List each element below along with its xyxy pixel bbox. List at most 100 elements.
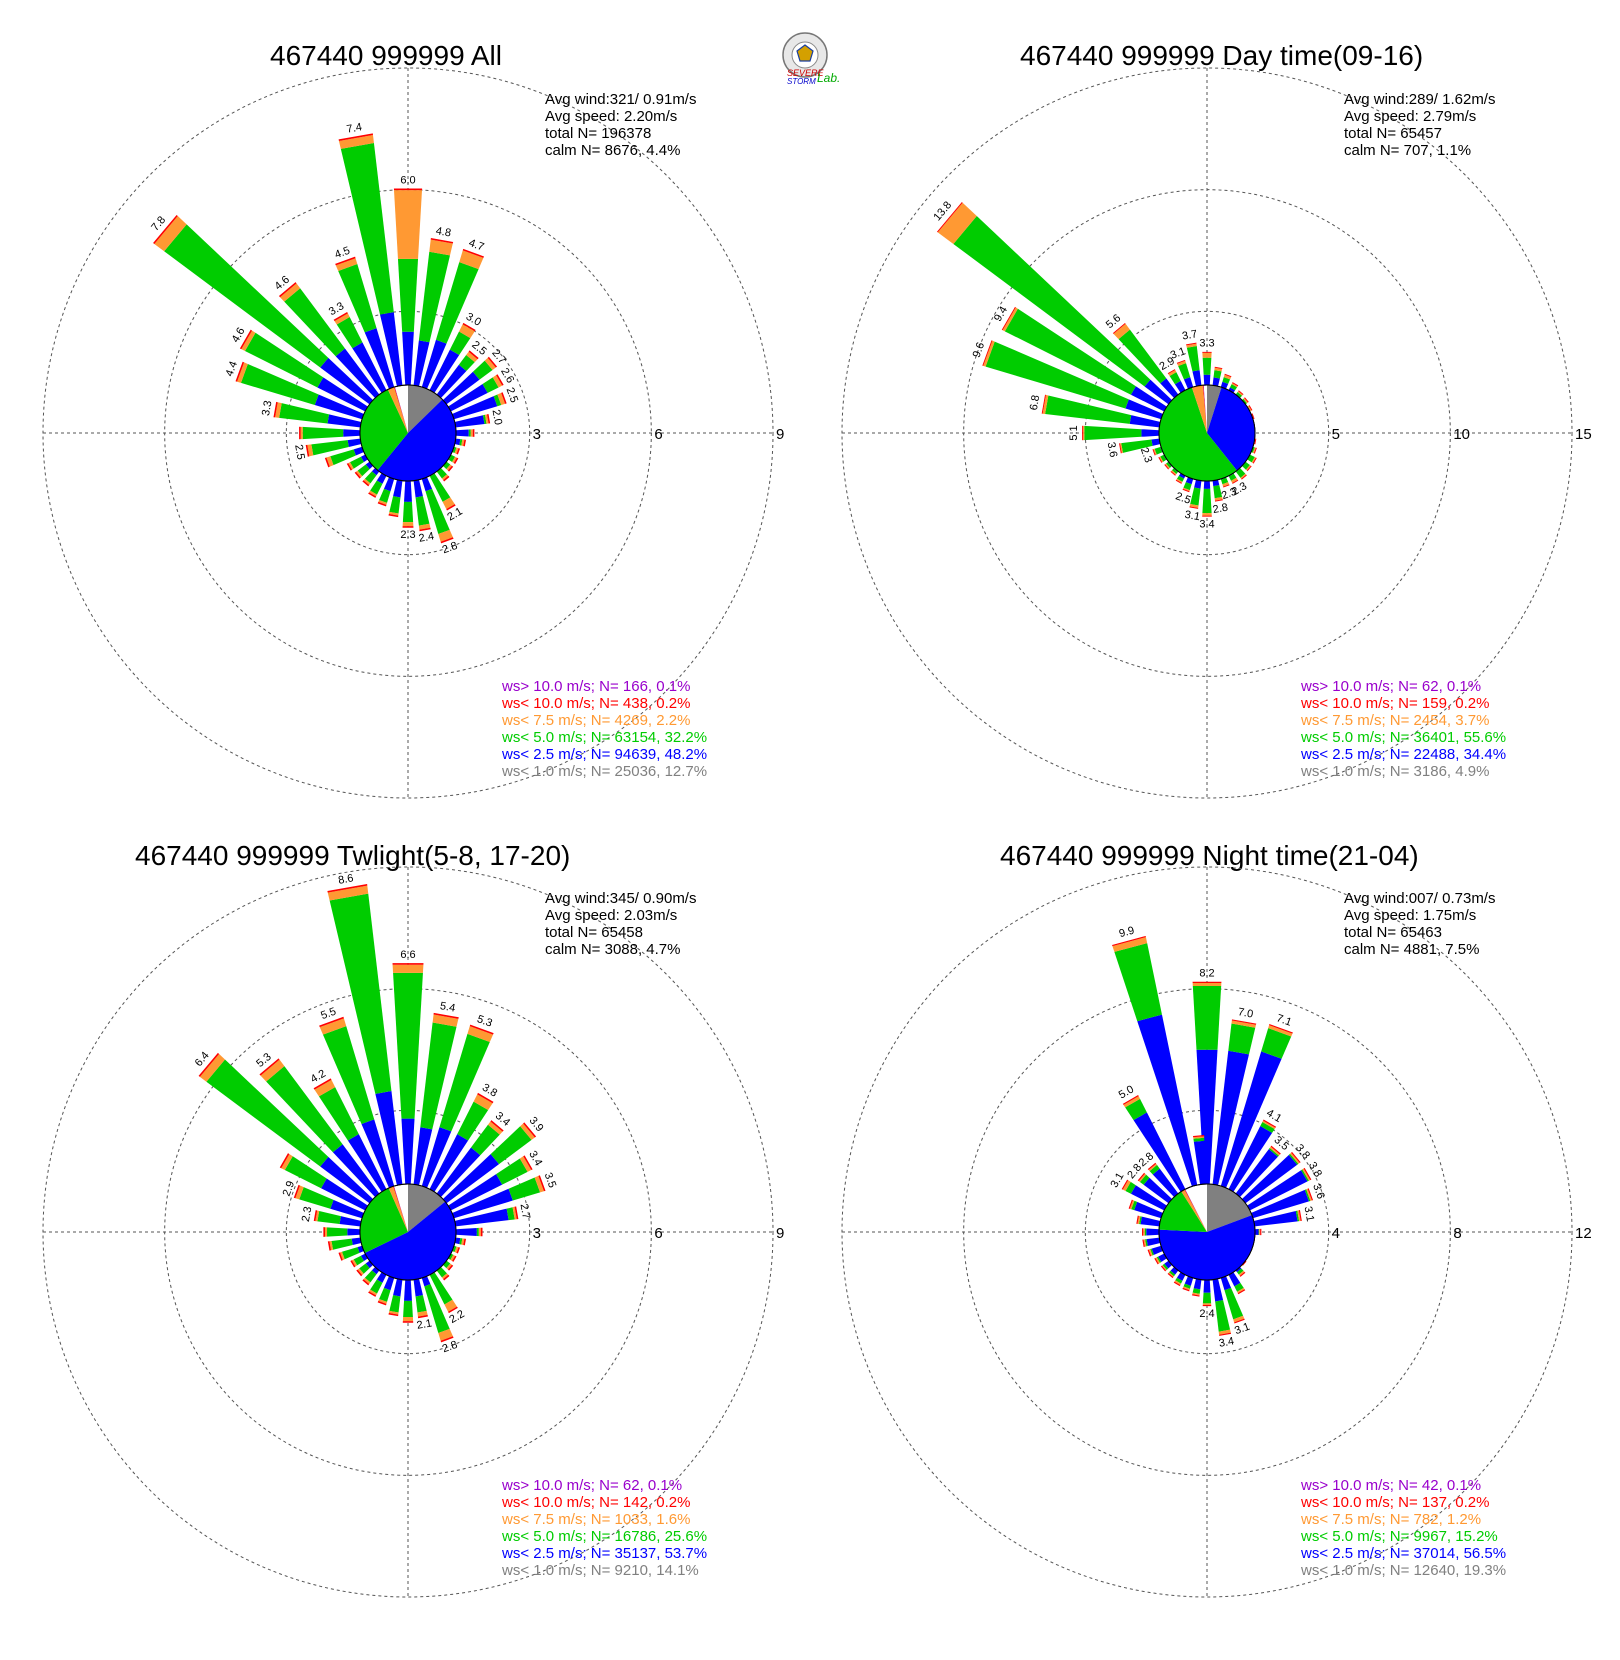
bar-segment-orange xyxy=(1259,1228,1261,1236)
bar-segment-orange xyxy=(1306,1188,1312,1201)
legend-entry: ws< 5.0 m/s; N= 9967, 15.2% xyxy=(1300,1528,1498,1545)
bar-segment-orange xyxy=(1214,496,1223,501)
bar-segment-green xyxy=(435,262,479,344)
bar-segment-red xyxy=(490,1120,504,1132)
bar-segment-blue xyxy=(1211,1050,1249,1191)
bar-segment-red xyxy=(446,504,456,511)
bar-segment-blue xyxy=(1211,1273,1224,1302)
legend-entry: ws< 7.5 m/s; N= 1033, 1.6% xyxy=(501,1511,690,1528)
bar-segment-orange xyxy=(1174,1280,1182,1285)
bar-segment-orange xyxy=(388,1310,399,1315)
bar-segment-orange xyxy=(1186,343,1197,348)
bar-segment-blue xyxy=(1193,1140,1206,1190)
bar-segment-green xyxy=(364,471,377,484)
bar-segment-red xyxy=(440,1336,454,1343)
bar-segment-green xyxy=(496,1158,528,1185)
ring-12 xyxy=(841,866,1573,1598)
bar-segment-red xyxy=(1246,465,1252,472)
legend-entry: ws< 7.5 m/s; N= 782, 1.2% xyxy=(1300,1511,1481,1528)
bar-segment-green xyxy=(1131,1200,1138,1211)
bar-segment-green xyxy=(357,464,370,477)
bar-segment-orange xyxy=(1240,473,1247,479)
bar-segment-red xyxy=(153,214,178,244)
bar-segment-green xyxy=(1258,1228,1260,1236)
bar-segment-orange xyxy=(1112,937,1148,952)
bar-segment-orange xyxy=(432,1014,459,1027)
bar-segment-blue xyxy=(320,1156,385,1213)
bar-segment-orange xyxy=(484,414,489,424)
bar-segment-orange xyxy=(1231,477,1238,483)
stats-line: calm N= 4881, 7.5% xyxy=(1344,941,1480,958)
panel-title: 467440 999999 Twlight(5-8, 17-20) xyxy=(135,840,570,871)
bar-segment-red xyxy=(1224,373,1232,378)
bar-segment-orange xyxy=(324,1227,328,1237)
ring-5 xyxy=(1084,310,1330,556)
bar-segment-green xyxy=(379,1287,391,1302)
legend-entry: ws< 5.0 m/s; N= 16786, 25.6% xyxy=(501,1528,707,1545)
bar-segment-red xyxy=(319,1016,344,1028)
ring-10 xyxy=(963,189,1451,677)
logo-text-storm: STORM xyxy=(787,77,816,86)
bar-dir-310 xyxy=(936,202,1207,433)
legend-entry: ws> 10.0 m/s; N= 62, 0.1% xyxy=(1300,678,1481,695)
bar-segment-red xyxy=(523,1155,533,1171)
bar-segment-orange xyxy=(1168,369,1177,377)
ring-tick-label: 4 xyxy=(1332,1225,1340,1242)
bar-segment-red xyxy=(1254,438,1257,445)
legend-entry: ws< 1.0 m/s; N= 12640, 19.3% xyxy=(1300,1562,1506,1579)
bar-segment-green xyxy=(1234,1282,1244,1292)
bar-segment-orange xyxy=(1143,1228,1145,1236)
bar-segment-red xyxy=(463,439,467,447)
bar-segment-orange xyxy=(441,1273,449,1280)
bar-segment-orange xyxy=(1083,425,1085,441)
bar-segment-green xyxy=(482,377,499,393)
bar-segment-red xyxy=(430,238,454,244)
bar-segment-orange xyxy=(1202,1303,1212,1305)
bar-segment-blue xyxy=(418,339,447,400)
bar-segment-green xyxy=(1241,398,1247,405)
bar-value-label: 3.7 xyxy=(1181,328,1198,342)
bar-value-label: 2.4 xyxy=(1199,1308,1214,1320)
bar-segment-red xyxy=(1239,1271,1246,1277)
bar-segment-orange xyxy=(327,885,369,901)
bar-segment-orange xyxy=(300,426,303,440)
bar-segment-orange xyxy=(1231,383,1238,388)
bar-segment-red xyxy=(1170,471,1176,476)
stats-line: Avg speed: 2.79m/s xyxy=(1344,108,1476,125)
bar-segment-orange xyxy=(334,313,350,325)
bar-segment-orange xyxy=(1247,405,1252,412)
ring-9 xyxy=(42,67,774,799)
legend-entry: ws> 10.0 m/s; N= 62, 0.1% xyxy=(501,1477,682,1494)
bar-segment-orange xyxy=(446,1263,452,1270)
bar-segment-green xyxy=(331,1238,353,1250)
ring-tick-label: 3 xyxy=(533,426,541,443)
bar-segment-red xyxy=(402,526,414,528)
bar-segment-blue xyxy=(1130,386,1171,414)
bar-segment-green xyxy=(448,454,456,462)
bar-segment-orange xyxy=(1222,482,1230,487)
ring-tick-label: 9 xyxy=(776,426,784,443)
ring-tick-label: 6 xyxy=(654,1225,662,1242)
bar-segment-blue xyxy=(364,328,398,400)
bar-segment-red xyxy=(333,311,348,322)
ring-9 xyxy=(42,866,774,1598)
bar-segment-green xyxy=(1222,377,1231,384)
bar-segment-red xyxy=(538,1175,546,1192)
bar-segment-red xyxy=(1202,1304,1212,1307)
bar-segment-blue xyxy=(1246,1189,1309,1220)
bar-segment-red xyxy=(456,1247,461,1254)
pie-slice xyxy=(394,386,408,433)
bar-value-label: 2.3 xyxy=(1138,446,1155,464)
bar-segment-red xyxy=(1298,1210,1302,1221)
bar-value-label: 2.8 xyxy=(441,540,459,557)
bar-segment-green xyxy=(1236,468,1246,478)
bar-value-label: 8.2 xyxy=(1199,967,1214,979)
ring-tick-label: 8 xyxy=(1453,1225,1461,1242)
bar-value-label: 3.3 xyxy=(260,400,274,417)
bar-segment-red xyxy=(239,329,253,350)
bar-segment-green xyxy=(1301,1169,1309,1182)
stats-line: calm N= 8676, 4.4% xyxy=(545,142,681,159)
bar-segment-orange xyxy=(1137,1215,1141,1225)
bar-segment-blue xyxy=(352,342,392,403)
